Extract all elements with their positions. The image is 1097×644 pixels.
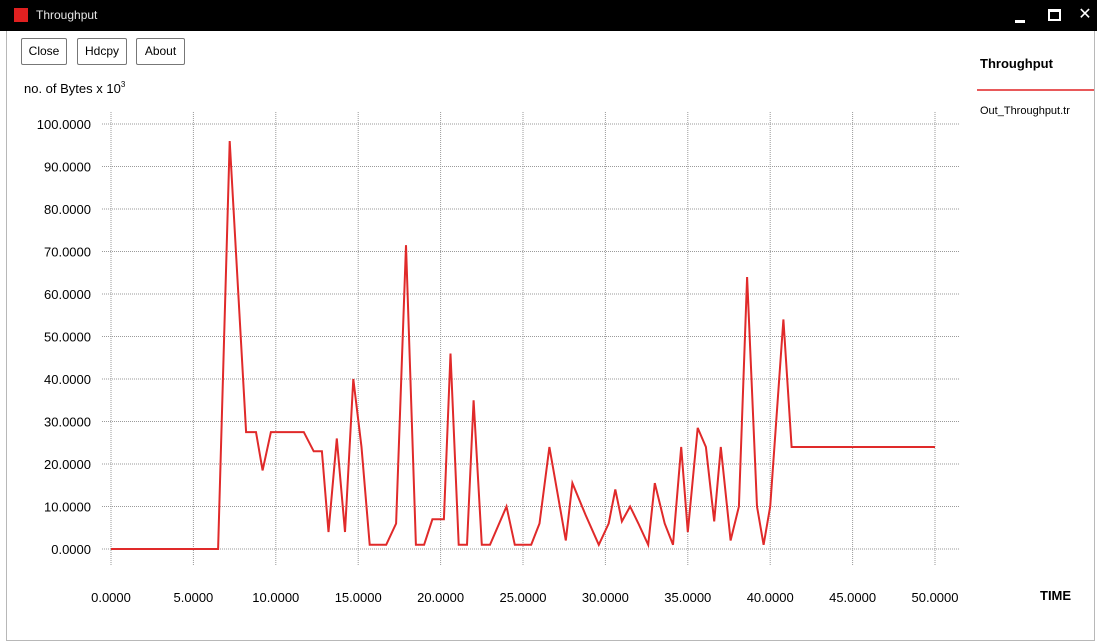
x-tick-label: 50.0000 xyxy=(912,590,959,605)
y-tick-label: 30.0000 xyxy=(44,415,91,430)
legend-swatch xyxy=(977,89,1094,91)
x-tick-label: 40.0000 xyxy=(747,590,794,605)
x-tick-label: 0.0000 xyxy=(91,590,131,605)
y-tick-label: 70.0000 xyxy=(44,245,91,260)
x-tick-label: 15.0000 xyxy=(335,590,382,605)
y-tick-label: 50.0000 xyxy=(44,330,91,345)
legend-title: Throughput xyxy=(980,56,1053,71)
grid xyxy=(102,112,960,566)
x-axis-label: TIME xyxy=(1040,588,1071,603)
y-tick-label: 90.0000 xyxy=(44,160,91,175)
x-tick-labels: 0.0000 5.0000 10.0000 15.0000 20.0000 25.0000… xyxy=(91,590,958,605)
x-tick-label: 25.0000 xyxy=(500,590,547,605)
x-tick-label: 45.0000 xyxy=(829,590,876,605)
y-tick-labels: 0.0000 10.0000 20.0000 30.0000 40.0000 50.000… xyxy=(37,117,91,557)
y-tick-label: 60.0000 xyxy=(44,287,91,302)
x-tick-label: 20.0000 xyxy=(417,590,464,605)
y-tick-label: 40.0000 xyxy=(44,372,91,387)
x-tick-label: 5.0000 xyxy=(174,590,214,605)
y-tick-label: 20.0000 xyxy=(44,457,91,472)
x-tick-label: 35.0000 xyxy=(664,590,711,605)
y-tick-label: 10.0000 xyxy=(44,500,91,515)
y-tick-label: 0.0000 xyxy=(51,542,91,557)
legend-entry[interactable]: Out_Throughput.tr xyxy=(980,105,1070,117)
y-tick-label: 80.0000 xyxy=(44,202,91,217)
y-tick-label: 100.0000 xyxy=(37,117,91,132)
x-tick-label: 30.0000 xyxy=(582,590,629,605)
x-tick-label: 10.0000 xyxy=(252,590,299,605)
